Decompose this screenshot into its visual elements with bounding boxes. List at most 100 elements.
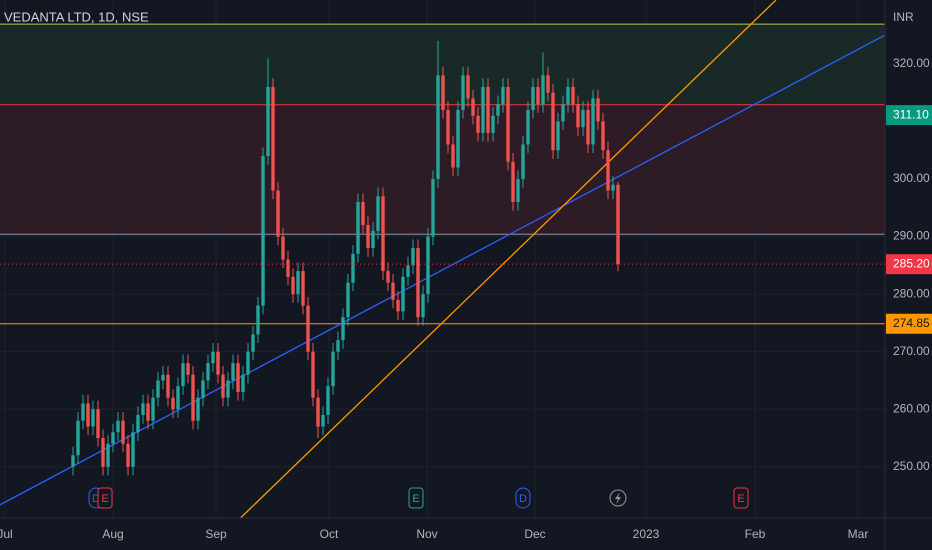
candle-body — [461, 75, 465, 110]
candle-body — [351, 253, 355, 283]
candle-body — [141, 403, 145, 415]
candle-body — [576, 104, 580, 128]
candle-body — [116, 420, 120, 433]
candle-body — [386, 271, 390, 283]
lightning — [615, 492, 621, 504]
event-badge — [408, 487, 424, 509]
price-label: 285.20 — [893, 256, 930, 270]
candle-body — [106, 443, 110, 467]
candle-body — [431, 178, 435, 237]
candle-body — [271, 86, 275, 191]
x-tick-label: Nov — [416, 527, 437, 541]
candle-body — [366, 225, 370, 249]
candle-body — [186, 363, 190, 375]
candle-body — [476, 115, 480, 133]
candle-body — [556, 121, 560, 151]
candle-body — [71, 455, 75, 467]
candle-body — [331, 351, 335, 387]
candle-body — [381, 196, 385, 272]
zone — [0, 104, 885, 235]
price-label-box — [886, 313, 932, 334]
candle-body — [91, 409, 95, 427]
candle-body — [156, 380, 160, 398]
candle-body — [396, 299, 400, 312]
candle-body — [501, 86, 505, 105]
price-label: 274.85 — [893, 316, 930, 330]
candle-body — [391, 282, 395, 300]
candle-body — [121, 420, 125, 444]
candle-body — [516, 178, 520, 203]
candle-body — [176, 386, 180, 410]
candle-body — [416, 248, 420, 318]
candle-body — [251, 334, 255, 352]
candle-body — [206, 363, 210, 381]
candle-body — [581, 109, 585, 128]
y-tick-label: 300.00 — [893, 171, 930, 185]
y-tick-label: 320.00 — [893, 56, 930, 70]
x-tick-label: Dec — [524, 527, 545, 541]
candle-body — [261, 155, 265, 306]
candle-body — [316, 397, 320, 427]
candle-body — [221, 374, 225, 398]
candle-body — [371, 230, 375, 249]
candle-body — [311, 351, 315, 398]
candle-body — [616, 184, 620, 265]
candle-body — [506, 86, 510, 162]
candle-body — [531, 86, 535, 110]
event-badge — [515, 487, 531, 509]
candle-body — [496, 104, 500, 116]
event-icon — [609, 489, 627, 507]
candle-body — [96, 409, 100, 438]
candle-body — [126, 443, 130, 467]
y-tick-label: 260.00 — [893, 401, 930, 415]
candle-body — [296, 271, 300, 295]
candle-body — [536, 86, 540, 105]
candle-body — [301, 271, 305, 306]
candle-body — [291, 276, 295, 295]
candle-body — [451, 144, 455, 168]
candle-body — [411, 248, 415, 266]
candle-body — [76, 420, 80, 456]
candle-body — [341, 317, 345, 341]
x-tick-label: Jul — [0, 527, 13, 541]
candle-body — [111, 432, 115, 444]
price-label-box — [886, 105, 932, 126]
candle-body — [181, 363, 185, 387]
event-circle — [609, 489, 627, 507]
candle-body — [226, 380, 230, 398]
candle-body — [606, 150, 610, 191]
candle-body — [546, 75, 550, 93]
trendline — [240, 0, 777, 519]
candle-body — [246, 351, 250, 375]
candle-body — [286, 259, 290, 277]
candle-body — [596, 98, 600, 122]
y-tick-label: 290.00 — [893, 229, 930, 243]
candle-body — [196, 397, 200, 421]
event-label: D — [519, 493, 527, 505]
candle-body — [146, 403, 150, 421]
candle-body — [601, 121, 605, 151]
candle-body — [441, 75, 445, 110]
candle-body — [566, 86, 570, 105]
candle-body — [401, 276, 405, 312]
candle-body — [356, 202, 360, 254]
candle-body — [166, 374, 170, 398]
candle-body — [456, 109, 460, 168]
candle-body — [101, 437, 105, 467]
candle-body — [321, 414, 325, 427]
event-label: E — [412, 493, 419, 505]
candle-body — [86, 403, 90, 427]
candle-body — [191, 374, 195, 421]
chart-title: VEDANTA LTD, 1D, NSE — [4, 9, 149, 24]
candle-body — [436, 75, 440, 179]
event-label: E — [737, 493, 744, 505]
candle-body — [336, 340, 340, 352]
candle-body — [306, 305, 310, 352]
candle-body — [551, 92, 555, 151]
x-tick-label: Sep — [205, 527, 227, 541]
candle-body — [276, 190, 280, 237]
candle-body — [481, 86, 485, 133]
